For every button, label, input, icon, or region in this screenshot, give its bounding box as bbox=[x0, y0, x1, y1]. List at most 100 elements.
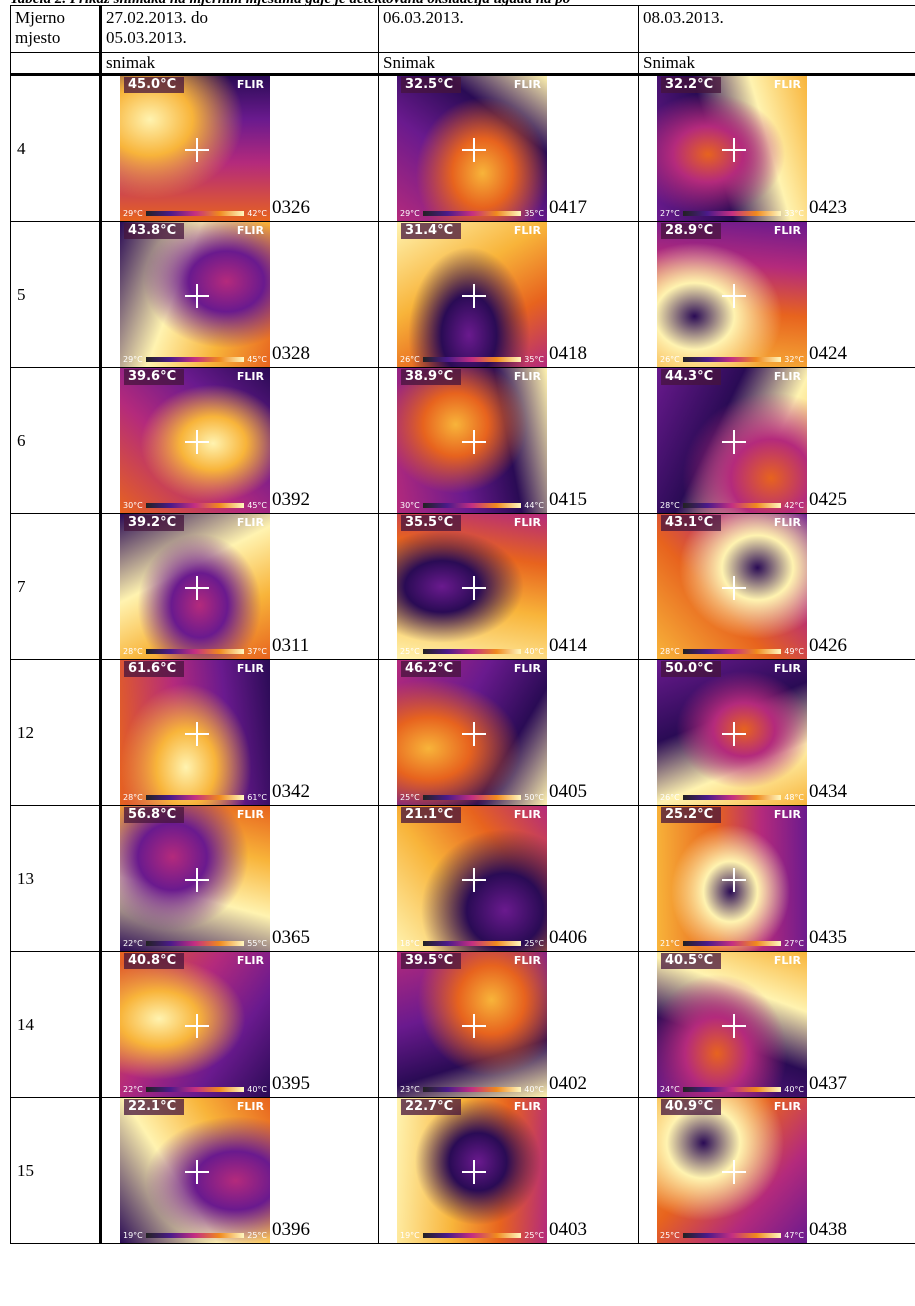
max-temperature: 38.9°C bbox=[401, 369, 461, 385]
image-number: 0365 bbox=[272, 927, 310, 949]
scale-bar bbox=[146, 503, 244, 508]
shot-cell: 31.4°CFLIR26°C35°C0418 bbox=[379, 222, 639, 368]
crosshair bbox=[462, 868, 486, 892]
scale-max: 33°C bbox=[784, 209, 804, 218]
scale-max: 48°C bbox=[784, 793, 804, 802]
scale: 26°C32°C bbox=[660, 353, 804, 365]
scale-bar bbox=[423, 1087, 521, 1092]
brand: FLIR bbox=[237, 370, 264, 383]
scale-min: 28°C bbox=[660, 501, 680, 510]
image-number: 0438 bbox=[809, 1219, 847, 1241]
scale: 28°C 42°C bbox=[660, 499, 804, 511]
subheader-cell: Snimak bbox=[379, 53, 639, 75]
scale-min: 22°C bbox=[123, 939, 143, 948]
scale-max: 42°C bbox=[784, 501, 804, 510]
scale-bar bbox=[423, 211, 521, 216]
crosshair bbox=[722, 138, 746, 162]
brand: FLIR bbox=[237, 516, 264, 529]
image-number: 0395 bbox=[272, 1073, 310, 1095]
scale-max: 35°C bbox=[524, 209, 544, 218]
crosshair bbox=[722, 284, 746, 308]
brand: FLIR bbox=[237, 662, 264, 675]
crosshair bbox=[185, 868, 209, 892]
data-row: 639.6°CFLIR30°C45°C039238.9°CFLIR30°C44°… bbox=[11, 368, 915, 514]
brand: FLIR bbox=[774, 808, 801, 821]
max-temperature: 39.6°C bbox=[124, 369, 184, 385]
page: Tabela 2. Prikaz snimaka na mjernim mjes… bbox=[0, 0, 915, 1306]
scale-min: 28°C bbox=[123, 647, 143, 656]
thermal-image: 22.1°CFLIR19°C25°C bbox=[120, 1098, 270, 1243]
table: Mjerno mjesto27.02.2013. do 05.03.2013.0… bbox=[10, 5, 915, 1244]
subheader-cell: Snimak bbox=[639, 53, 915, 75]
scale-bar bbox=[423, 357, 521, 362]
scale-min: 30°C bbox=[400, 501, 420, 510]
image-number: 0328 bbox=[272, 343, 310, 365]
scale-min: 29°C bbox=[123, 355, 143, 364]
scale: 26°C35°C bbox=[400, 353, 544, 365]
scale-min: 25°C bbox=[400, 793, 420, 802]
brand: FLIR bbox=[237, 224, 264, 237]
brand: FLIR bbox=[514, 808, 541, 821]
header-text: 06.03.2013. bbox=[383, 8, 464, 28]
scale-bar bbox=[146, 1233, 244, 1238]
crosshair bbox=[185, 1160, 209, 1184]
scale: 25°C 50°C bbox=[400, 791, 544, 803]
image-number: 0418 bbox=[549, 343, 587, 365]
scale-max: 40°C bbox=[784, 1085, 804, 1094]
brand: FLIR bbox=[774, 224, 801, 237]
place-cell: 7 bbox=[11, 514, 101, 660]
scale-min: 23°C bbox=[400, 1085, 420, 1094]
subheader-cell: snimak bbox=[101, 53, 379, 75]
crosshair bbox=[722, 1160, 746, 1184]
scale-bar bbox=[423, 795, 521, 800]
crosshair bbox=[722, 576, 746, 600]
shot-cell: 45.0°CFLIR29°C42°C0326 bbox=[101, 75, 379, 222]
brand: FLIR bbox=[774, 370, 801, 383]
scale-bar bbox=[423, 1233, 521, 1238]
scale-min: 21°C bbox=[660, 939, 680, 948]
shot-cell: 32.5°CFLIR29°C35°C0417 bbox=[379, 75, 639, 222]
scale: 22°C40°C bbox=[123, 1083, 267, 1095]
brand: FLIR bbox=[774, 954, 801, 967]
scale: 26°C48°C bbox=[660, 791, 804, 803]
scale-min: 28°C bbox=[123, 793, 143, 802]
brand: FLIR bbox=[514, 224, 541, 237]
scale-min: 18°C bbox=[400, 939, 420, 948]
thermal-image: 56.8°CFLIR22°C55°C bbox=[120, 806, 270, 951]
brand: FLIR bbox=[514, 78, 541, 91]
data-row: 543.8°CFLIR29°C45°C032831.4°CFLIR26°C35°… bbox=[11, 222, 915, 368]
brand: FLIR bbox=[774, 78, 801, 91]
image-number: 0415 bbox=[549, 489, 587, 511]
max-temperature: 46.2°C bbox=[401, 661, 461, 677]
scale-max: 25°C bbox=[524, 939, 544, 948]
max-temperature: 22.1°C bbox=[124, 1099, 184, 1115]
scale-max: 47°C bbox=[784, 1231, 804, 1240]
scale: 24°C40°C bbox=[660, 1083, 804, 1095]
scale-bar bbox=[683, 211, 781, 216]
scale-min: 19°C bbox=[123, 1231, 143, 1240]
crosshair bbox=[185, 284, 209, 308]
scale-bar bbox=[146, 211, 244, 216]
thermal-image: 44.3°CFLIR28°C42°C bbox=[657, 368, 807, 513]
scale-max: 50°C bbox=[524, 793, 544, 802]
scale-bar bbox=[423, 649, 521, 654]
scale: 19°C 25°C bbox=[123, 1229, 267, 1241]
max-temperature: 39.2°C bbox=[124, 515, 184, 531]
scale: 29°C35°C bbox=[400, 207, 544, 219]
image-number: 0396 bbox=[272, 1219, 310, 1241]
image-number: 0435 bbox=[809, 927, 847, 949]
thermal-image: 40.8°CFLIR22°C40°C bbox=[120, 952, 270, 1097]
scale-max: 25°C bbox=[247, 1231, 267, 1240]
brand: FLIR bbox=[514, 370, 541, 383]
